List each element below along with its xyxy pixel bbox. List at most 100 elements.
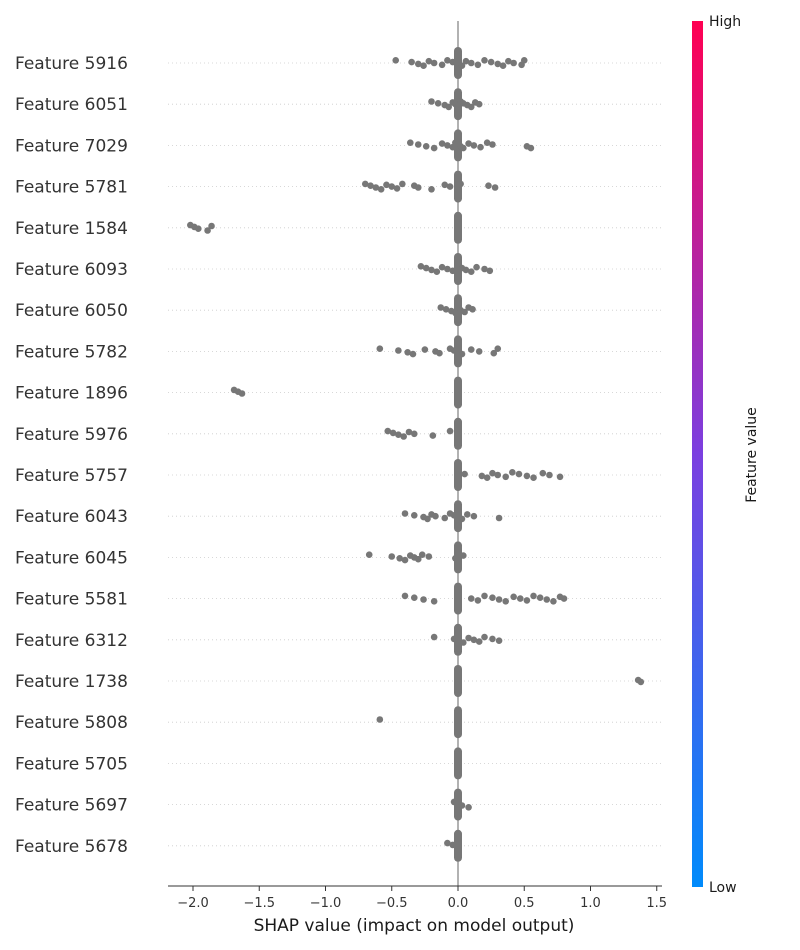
- data-point: [434, 100, 442, 107]
- feature-label: Feature 7029: [15, 136, 128, 156]
- x-axis: −2.0 −1.5 −1.0 −0.5 0.0 0.5 1.0 1.5: [168, 885, 667, 911]
- x-tick-label: 1.0: [580, 896, 601, 911]
- data-point: [438, 140, 446, 147]
- data-point-cluster: [454, 788, 462, 821]
- data-point: [208, 222, 215, 230]
- data-point: [401, 510, 409, 517]
- data-point: [395, 431, 402, 439]
- data-point: [425, 553, 433, 560]
- feature-label: Feature 5697: [15, 796, 128, 816]
- data-point: [376, 716, 384, 723]
- data-point: [377, 186, 385, 193]
- data-point: [461, 308, 468, 316]
- colorbar-gradient: [692, 21, 703, 887]
- data-point: [494, 60, 502, 68]
- data-point: [441, 514, 449, 522]
- data-point: [505, 57, 512, 65]
- data-point: [444, 57, 451, 64]
- data-point: [436, 349, 443, 357]
- data-point: [372, 184, 380, 191]
- data-point: [516, 595, 524, 602]
- feature-label: Feature 6050: [15, 301, 128, 321]
- data-point: [438, 61, 446, 69]
- data-point: [462, 57, 470, 65]
- data-point: [469, 306, 476, 313]
- data-point: [444, 265, 451, 273]
- data-point: [195, 225, 202, 232]
- data-point: [430, 59, 438, 67]
- feature-label: Feature 6045: [15, 548, 128, 568]
- data-point: [396, 555, 404, 562]
- feature-label: Feature 1738: [15, 672, 128, 692]
- data-point: [401, 592, 409, 600]
- data-point-cluster: [454, 459, 462, 491]
- data-point: [474, 597, 482, 604]
- data-point-cluster: [454, 706, 462, 739]
- data-point: [539, 469, 547, 477]
- data-point-cluster: [454, 623, 462, 656]
- data-point: [495, 514, 503, 522]
- data-point: [446, 427, 454, 435]
- data-point: [389, 429, 397, 437]
- feature-label: Feature 1896: [15, 384, 128, 404]
- data-point-cluster: [454, 541, 462, 574]
- data-point: [238, 390, 246, 397]
- data-point: [408, 58, 415, 66]
- data-point: [410, 594, 418, 601]
- data-point-cluster: [454, 88, 462, 121]
- data-point: [487, 58, 495, 66]
- data-point: [442, 306, 450, 313]
- data-point: [388, 183, 396, 190]
- data-point: [543, 596, 551, 603]
- data-point: [420, 596, 427, 603]
- data-point: [467, 59, 475, 67]
- feature-label: Feature 6043: [15, 507, 128, 527]
- x-tick-label: 1.5: [646, 896, 667, 911]
- data-point-cluster: [454, 829, 462, 862]
- data-point-cluster: [454, 376, 462, 409]
- data-point: [458, 802, 466, 809]
- data-point: [441, 181, 449, 189]
- data-point: [467, 346, 475, 353]
- data-point: [463, 511, 471, 518]
- data-point: [392, 57, 400, 64]
- data-point: [444, 142, 451, 149]
- data-point: [530, 474, 537, 482]
- colorbar: High Low Feature value: [692, 14, 760, 896]
- data-point: [393, 185, 401, 192]
- colorbar-low-label: Low: [709, 880, 737, 896]
- colorbar-title: Feature value: [744, 407, 760, 503]
- data-point: [475, 348, 483, 355]
- colorbar-high-label: High: [709, 14, 741, 30]
- data-point: [460, 552, 467, 559]
- data-point-cluster: [454, 665, 462, 697]
- data-point: [395, 347, 402, 354]
- data-point: [477, 143, 484, 151]
- x-tick-label: −0.5: [376, 896, 408, 911]
- x-tick-label: −1.5: [243, 896, 275, 911]
- feature-label: Feature 6093: [15, 260, 128, 280]
- data-point: [422, 264, 430, 272]
- data-point-cluster: [454, 500, 462, 533]
- data-point: [388, 553, 396, 560]
- data-point: [481, 265, 488, 273]
- data-point: [523, 597, 531, 604]
- data-point: [367, 182, 374, 189]
- data-point: [404, 349, 411, 356]
- x-tick-label: −1.0: [310, 896, 342, 911]
- data-point-cluster: [454, 335, 462, 368]
- data-point: [462, 266, 470, 274]
- data-point: [465, 634, 472, 642]
- data-point-cluster: [454, 747, 462, 780]
- data-point: [458, 350, 466, 358]
- data-point: [437, 304, 445, 311]
- data-point: [495, 637, 503, 644]
- x-axis-title: SHAP value (impact on model output): [254, 916, 575, 936]
- data-point: [433, 268, 441, 276]
- data-point: [481, 592, 488, 600]
- data-points: [187, 47, 645, 862]
- data-point-cluster: [454, 253, 462, 285]
- data-point: [430, 598, 438, 605]
- data-point: [438, 263, 446, 271]
- feature-label: Feature 5808: [15, 713, 128, 733]
